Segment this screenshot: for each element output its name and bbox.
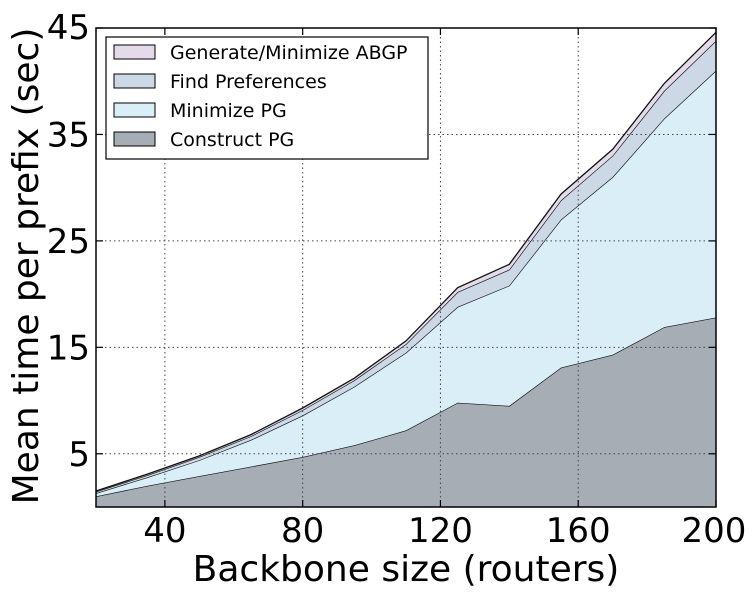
legend-swatch [113,44,156,60]
x-axis-title: Backbone size (routers) [193,549,620,590]
y-tick-label: 15 [47,328,90,368]
legend-box [105,36,429,160]
legend-label: Find Preferences [170,71,327,93]
y-tick-label: 45 [47,8,90,48]
area-series-1 [96,70,716,497]
legend-swatch [113,102,156,118]
x-tick-label: 200 [682,511,747,551]
x-tick-label: 80 [281,511,324,551]
area-series-0 [96,317,716,507]
y-tick-label: 35 [47,115,90,155]
x-tick-label: 40 [143,511,186,551]
area-layers [95,31,717,507]
y-tick-label: 25 [47,222,90,262]
x-tick-label: 160 [546,511,611,551]
legend-swatch [113,131,156,147]
axis-ticks: 40 80 120 160 200 5 15 25 35 45 [47,8,747,551]
legend: Generate/Minimize ABGP Find Preferences Mi… [105,36,429,160]
area-edge-3 [95,31,717,492]
legend-label: Generate/Minimize ABGP [170,42,408,64]
plot-frame [95,27,717,508]
y-axis-title: Mean time per prefix (sec) [6,28,47,505]
y-tick-label: 5 [68,435,90,475]
x-tick-label: 120 [408,511,473,551]
legend-label: Construct PG [170,129,294,151]
legend-label: Minimize PG [170,100,287,122]
legend-swatch [113,73,156,89]
